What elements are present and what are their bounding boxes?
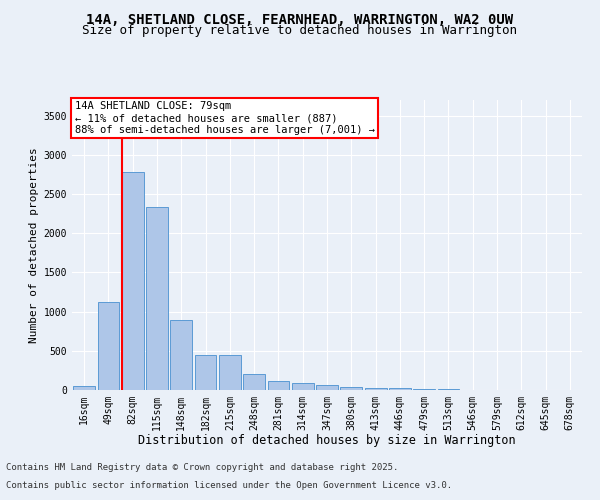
Text: Size of property relative to detached houses in Warrington: Size of property relative to detached ho… xyxy=(83,24,517,37)
Bar xyxy=(97,302,119,390)
Bar xyxy=(413,389,435,390)
Bar xyxy=(73,386,95,390)
Bar xyxy=(365,388,386,390)
Bar xyxy=(146,206,168,390)
Text: 14A, SHETLAND CLOSE, FEARNHEAD, WARRINGTON, WA2 0UW: 14A, SHETLAND CLOSE, FEARNHEAD, WARRINGT… xyxy=(86,12,514,26)
X-axis label: Distribution of detached houses by size in Warrington: Distribution of detached houses by size … xyxy=(138,434,516,448)
Bar xyxy=(389,388,411,390)
Bar xyxy=(243,374,265,390)
Text: Contains public sector information licensed under the Open Government Licence v3: Contains public sector information licen… xyxy=(6,481,452,490)
Text: 14A SHETLAND CLOSE: 79sqm
← 11% of detached houses are smaller (887)
88% of semi: 14A SHETLAND CLOSE: 79sqm ← 11% of detac… xyxy=(74,102,374,134)
Bar xyxy=(170,320,192,390)
Bar xyxy=(194,354,217,390)
Bar xyxy=(340,387,362,390)
Text: Contains HM Land Registry data © Crown copyright and database right 2025.: Contains HM Land Registry data © Crown c… xyxy=(6,464,398,472)
Bar xyxy=(292,383,314,390)
Y-axis label: Number of detached properties: Number of detached properties xyxy=(29,147,40,343)
Bar xyxy=(437,389,460,390)
Bar xyxy=(219,354,241,390)
Bar xyxy=(316,385,338,390)
Bar xyxy=(122,172,143,390)
Bar xyxy=(268,382,289,390)
